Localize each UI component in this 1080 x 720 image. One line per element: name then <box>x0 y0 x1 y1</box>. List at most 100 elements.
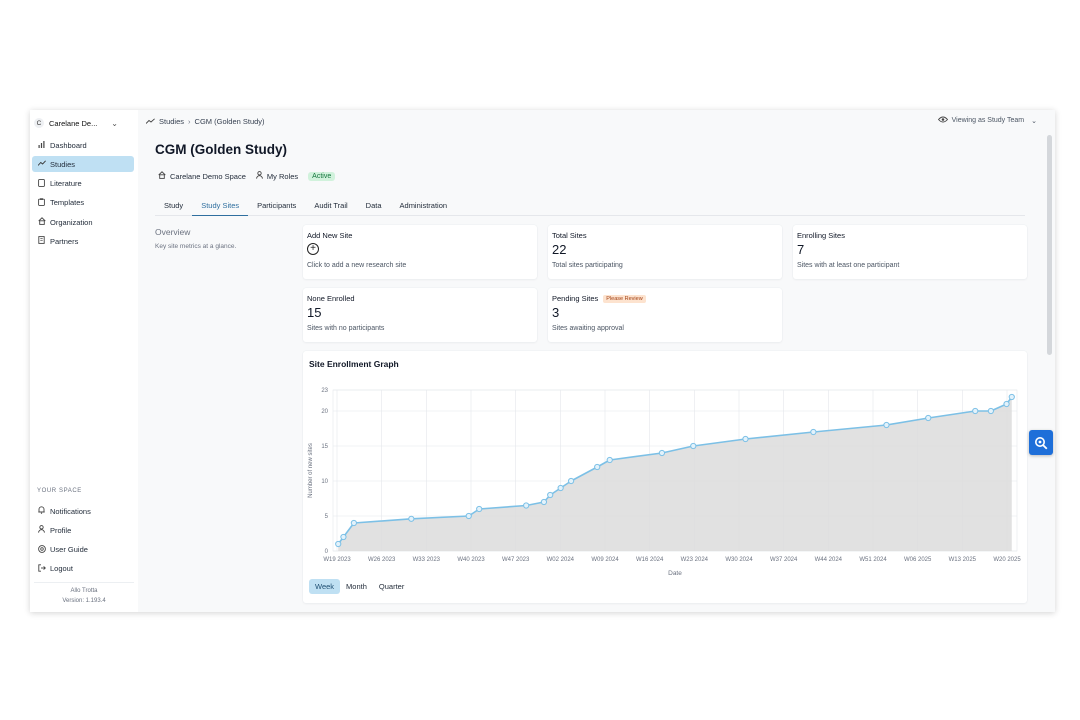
overview-title: Overview <box>155 227 191 237</box>
data-point <box>1008 393 1015 401</box>
sidebar-item-literature[interactable]: Literature <box>32 176 134 192</box>
x-tick-label: W16 2024 <box>636 557 664 563</box>
x-axis-label: Date <box>668 570 682 577</box>
card-subtitle: Click to add a new research site <box>307 262 407 269</box>
data-point <box>972 407 979 415</box>
tab-study[interactable]: Study <box>164 201 184 210</box>
none-enrolled-card: None Enrolled 15 Sites with no participa… <box>303 288 537 342</box>
sidebar-divider <box>34 582 134 583</box>
add-new-site-card[interactable]: Add New Site + Click to add a new resear… <box>303 225 537 279</box>
study-tabs: Study Study Sites Participants Audit Tra… <box>155 197 1025 216</box>
sidebar-item-studies[interactable]: Studies <box>32 156 134 173</box>
y-axis-label: Number of new sites <box>308 443 314 498</box>
view-mode-label: Viewing as Study Team <box>951 117 1025 124</box>
card-title: Pending Sites Please Review <box>552 294 646 303</box>
x-tick-label: W13 2025 <box>949 557 977 563</box>
x-tick-label: W40 2023 <box>457 557 485 563</box>
logout-icon <box>37 564 46 574</box>
tab-data[interactable]: Data <box>365 201 382 210</box>
granularity-quarter-button[interactable]: Quarter <box>378 582 405 591</box>
card-title: Total Sites <box>552 231 587 240</box>
card-title-text: Pending Sites <box>552 294 599 303</box>
y-tick-label: 15 <box>321 444 328 450</box>
search-assistant-button[interactable] <box>1029 430 1053 455</box>
sidebar-item-organization[interactable]: Organization <box>32 214 134 230</box>
building-icon <box>37 236 46 246</box>
data-point <box>335 540 342 548</box>
view-mode-selector[interactable]: Viewing as Study Team ⌄ <box>937 116 1037 125</box>
sidebar-item-label: Dashboard <box>50 140 87 150</box>
chevron-right-icon: › <box>188 117 191 126</box>
sidebar-item-profile[interactable]: Profile <box>32 522 134 538</box>
data-point <box>987 407 994 415</box>
card-title: Enrolling Sites <box>797 231 845 240</box>
study-meta: Carelane Demo Space My Roles Active <box>158 171 336 181</box>
x-tick-label: W06 2025 <box>904 557 932 563</box>
sidebar-item-label: Partners <box>50 236 79 246</box>
breadcrumb-studies-link[interactable]: Studies <box>159 117 185 126</box>
current-user-name: Allo Trotta <box>70 588 98 594</box>
x-tick-label: W20 2025 <box>993 557 1021 563</box>
my-roles-label: My Roles <box>266 171 299 181</box>
main-nav: Dashboard Studies Literature Templates <box>32 137 134 253</box>
sidebar-item-notifications[interactable]: Notifications <box>32 503 134 519</box>
sidebar-item-label: Studies <box>50 159 76 169</box>
bell-icon <box>37 506 46 516</box>
my-roles[interactable]: My Roles <box>256 171 298 181</box>
x-tick-label: W26 2023 <box>368 557 396 563</box>
data-point <box>594 463 601 471</box>
enrollment-chart: 0 5 10 15 20 23 W19 2023 W26 2023 W33 2023 W40 20… <box>308 388 1021 577</box>
data-point <box>547 491 554 499</box>
tab-audit-trail[interactable]: Audit Trail <box>314 201 348 210</box>
card-title: Add New Site <box>307 231 353 240</box>
tab-administration[interactable]: Administration <box>399 201 448 210</box>
graph-title: Site Enrollment Graph <box>309 359 399 369</box>
pending-sites-card[interactable]: Pending Sites Please Review 3 Sites awai… <box>548 288 782 342</box>
y-tick-label: 23 <box>321 388 328 394</box>
app-window: C Carelane De... ⌄ Dashboard Studies <box>30 110 1055 612</box>
granularity-month-button[interactable]: Month <box>346 582 367 591</box>
tab-participants[interactable]: Participants <box>257 201 297 210</box>
granularity-toggle: Week Month Quarter <box>309 579 410 594</box>
sidebar: C Carelane De... ⌄ Dashboard Studies <box>30 110 138 612</box>
overview-subtitle: Key site metrics at a glance. <box>155 243 237 250</box>
x-tick-label: W37 2024 <box>770 557 798 563</box>
workspace-switcher[interactable]: C Carelane De... ⌄ <box>34 116 118 130</box>
card-title: None Enrolled <box>307 294 355 303</box>
sidebar-item-templates[interactable]: Templates <box>32 195 134 211</box>
data-point <box>523 502 530 509</box>
trend-icon <box>145 117 155 126</box>
sidebar-item-label: Profile <box>50 525 72 535</box>
study-space: Carelane Demo Space <box>158 171 246 181</box>
sidebar-item-label: Organization <box>50 217 93 227</box>
x-tick-label: W09 2024 <box>591 557 619 563</box>
sidebar-item-label: User Guide <box>50 545 88 555</box>
sidebar-item-dashboard[interactable]: Dashboard <box>32 137 134 153</box>
sidebar-item-label: Notifications <box>50 506 91 516</box>
data-point <box>883 421 890 429</box>
clipboard-icon <box>37 198 46 208</box>
home-icon <box>158 171 166 181</box>
y-tick-label: 20 <box>321 409 328 415</box>
series-area <box>338 397 1012 551</box>
tab-study-sites[interactable]: Study Sites <box>192 197 249 216</box>
page-title: CGM (Golden Study) <box>155 142 287 157</box>
sidebar-item-logout[interactable]: Logout <box>32 561 134 577</box>
data-point <box>540 498 548 506</box>
sidebar-item-user-guide[interactable]: User Guide <box>32 542 134 558</box>
add-circle-icon[interactable]: + <box>307 243 319 255</box>
data-point <box>742 435 749 443</box>
study-space-name: Carelane Demo Space <box>170 171 246 181</box>
space-nav: Notifications Profile User Guide Logout <box>32 503 134 580</box>
sidebar-item-partners[interactable]: Partners <box>32 233 134 249</box>
data-point <box>606 456 613 464</box>
granularity-week-button[interactable]: Week <box>309 579 341 594</box>
app-version: Version: 1.193.4 <box>62 598 106 604</box>
x-tick-label: W23 2024 <box>681 557 709 563</box>
chevron-down-icon: ⌄ <box>1031 117 1037 125</box>
page-scrollbar[interactable] <box>1047 135 1052 355</box>
card-value: 7 <box>797 242 805 257</box>
sidebar-item-label: Logout <box>50 564 73 574</box>
workspace-name: Carelane De... <box>49 118 98 128</box>
chart-bar-icon <box>37 140 46 150</box>
